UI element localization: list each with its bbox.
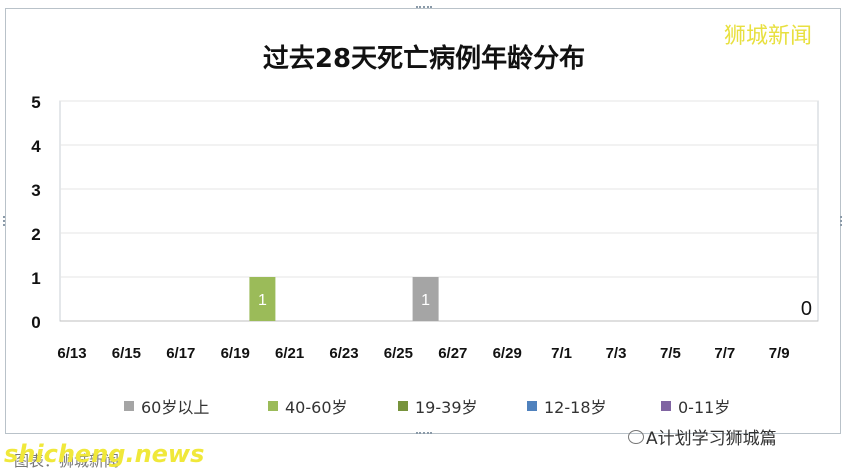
data-label: 1 xyxy=(421,292,430,309)
x-tick-label: 6/29 xyxy=(493,345,522,362)
resize-handle-right[interactable] xyxy=(840,216,846,226)
y-tick-label: 2 xyxy=(31,225,40,244)
legend-swatch xyxy=(661,401,671,411)
resize-handle-top[interactable] xyxy=(416,6,432,13)
data-label: 1 xyxy=(258,292,267,309)
source-watermark: 图表：狮城新闻 xyxy=(14,452,120,470)
x-tick-label: 7/1 xyxy=(551,345,572,362)
site-watermark: shicheng.news xyxy=(4,440,205,468)
resize-handle-bottom[interactable] xyxy=(416,432,432,439)
legend-item: 0-11岁 xyxy=(661,394,730,418)
annotation-label: 0 xyxy=(801,298,812,320)
legend-swatch xyxy=(527,401,537,411)
y-tick-label: 1 xyxy=(31,269,40,288)
x-tick-label: 7/3 xyxy=(606,345,627,362)
legend-item: 40-60岁 xyxy=(268,394,348,418)
legend-swatch xyxy=(268,401,278,411)
chart-legend: 60岁以上 40-60岁 19-39岁 12-18岁 0-11岁 xyxy=(0,394,848,418)
x-tick-label: 6/17 xyxy=(166,345,195,362)
x-tick-label: 6/25 xyxy=(384,345,413,362)
legend-label: 19-39岁 xyxy=(415,398,478,417)
legend-swatch xyxy=(124,401,134,411)
y-tick-label: 3 xyxy=(31,181,40,200)
x-tick-label: 6/27 xyxy=(438,345,467,362)
bar xyxy=(249,277,276,321)
legend-item: 19-39岁 xyxy=(398,394,478,418)
legend-label: 60岁以上 xyxy=(141,398,210,417)
bar xyxy=(412,277,439,321)
resize-handle-left[interactable] xyxy=(3,216,9,226)
legend-label: 12-18岁 xyxy=(544,398,607,417)
legend-swatch xyxy=(398,401,408,411)
account-watermark: A计划学习狮城篇 xyxy=(646,429,777,449)
legend-label: 40-60岁 xyxy=(285,398,348,417)
x-tick-label: 6/23 xyxy=(329,345,358,362)
y-tick-label: 0 xyxy=(31,313,40,332)
x-tick-label: 7/7 xyxy=(714,345,735,362)
legend-item: 60岁以上 xyxy=(124,394,209,418)
wechat-icon xyxy=(628,430,644,444)
plot-area xyxy=(59,100,819,322)
brand-logo: 狮城新闻 xyxy=(724,24,813,49)
legend-label: 0-11岁 xyxy=(678,398,731,417)
x-tick-label: 6/15 xyxy=(112,345,141,362)
x-tick-label: 6/21 xyxy=(275,345,304,362)
y-tick-label: 4 xyxy=(31,137,41,156)
x-tick-label: 7/9 xyxy=(769,345,790,362)
chart-title: 过去28天死亡病例年龄分布 xyxy=(262,44,586,74)
legend-item: 12-18岁 xyxy=(527,394,607,418)
x-tick-label: 6/19 xyxy=(221,345,250,362)
x-tick-label: 7/5 xyxy=(660,345,681,362)
y-tick-label: 5 xyxy=(31,93,40,112)
x-tick-label: 6/13 xyxy=(57,345,86,362)
